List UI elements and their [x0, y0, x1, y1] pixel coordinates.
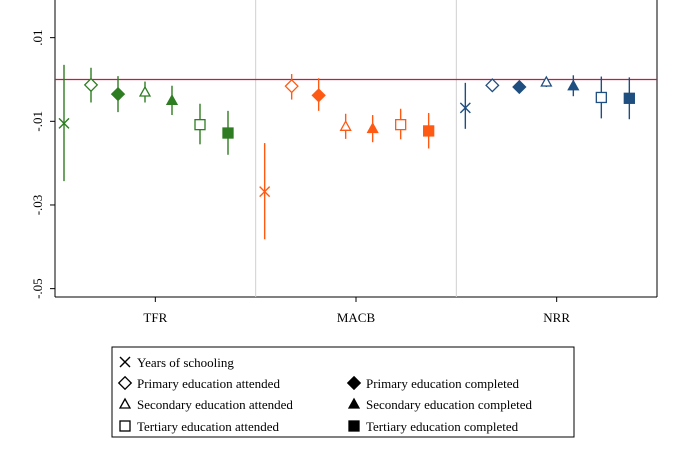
data-point [110, 86, 126, 102]
legend-marker [118, 397, 132, 409]
data-point [395, 119, 407, 131]
legend-marker [119, 356, 131, 368]
legend-marker [348, 420, 360, 432]
data-point [311, 88, 326, 103]
x-group-label: NRR [543, 310, 570, 325]
x-group-label: TFR [143, 310, 167, 325]
group-separators [255, 0, 457, 297]
y-tick-label: -.03 [30, 195, 45, 216]
y-tick-label: -.01 [30, 111, 45, 132]
data-point [423, 125, 435, 137]
data-point [83, 77, 99, 93]
legend-label: Tertiary education completed [366, 419, 519, 434]
y-tick-label: -.05 [30, 278, 45, 299]
legend-item: Secondary education attended [118, 397, 293, 412]
legend-item: Tertiary education completed [348, 419, 519, 434]
legend-label: Tertiary education attended [137, 419, 280, 434]
legend-item: Tertiary education attended [119, 419, 280, 434]
legend-item: Secondary education completed [347, 397, 533, 412]
x-group-label: MACB [337, 310, 376, 325]
data-point [284, 79, 299, 94]
legend-marker [346, 375, 362, 391]
legend-box [111, 346, 575, 438]
data-point [512, 79, 527, 95]
data-point [459, 102, 471, 114]
data-point [259, 186, 271, 198]
data-point [222, 127, 234, 139]
legend-marker [119, 420, 131, 432]
legend-label: Primary education completed [366, 376, 520, 391]
legend-label: Primary education attended [137, 376, 280, 391]
legend: Years of schooling Primary education atte… [111, 346, 575, 438]
x-axis: TFR MACB NRR [143, 297, 570, 325]
y-tick-label: .01 [30, 30, 45, 46]
legend-item: Years of schooling [119, 355, 234, 370]
data-point [540, 75, 553, 87]
data-point [366, 122, 379, 134]
data-point [138, 85, 152, 97]
legend-marker [347, 397, 361, 409]
data-point [339, 119, 352, 131]
data-point [194, 119, 206, 131]
data-point [165, 94, 179, 106]
legend-label: Years of schooling [137, 355, 234, 370]
data-point [58, 117, 70, 129]
data-marks [58, 64, 635, 240]
data-point [485, 78, 500, 93]
data-point [567, 79, 580, 91]
legend-label: Secondary education completed [366, 397, 533, 412]
legend-marker [117, 375, 133, 391]
legend-item: Primary education completed [346, 375, 520, 391]
data-point [595, 91, 607, 104]
data-point [623, 92, 635, 104]
legend-item: Primary education attended [117, 375, 280, 391]
plot-area [54, 0, 658, 298]
legend-label: Secondary education attended [137, 397, 293, 412]
y-axis: .01 -.01 -.03 -.05 [30, 30, 55, 299]
